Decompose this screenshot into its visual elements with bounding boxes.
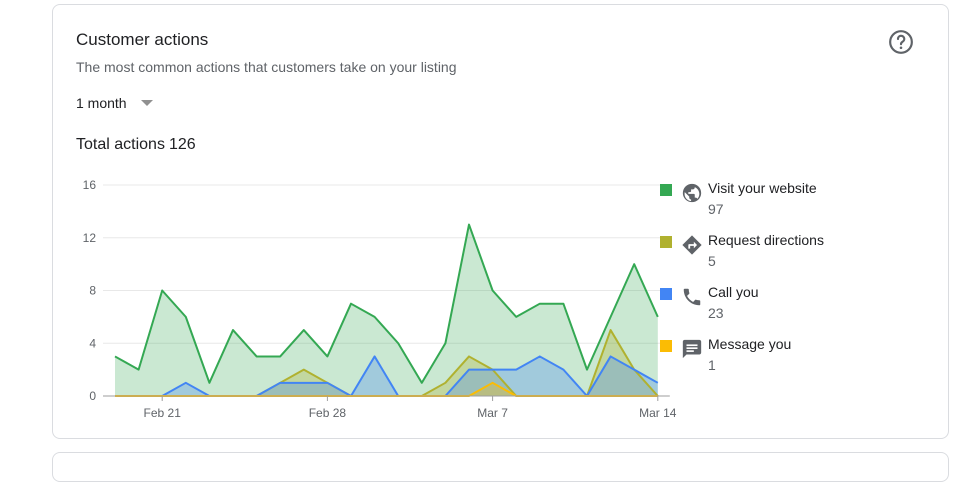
legend-swatch [660, 184, 672, 196]
x-tick-label: Mar 7 [477, 406, 508, 420]
legend-value: 23 [708, 305, 724, 321]
legend-label: Call you [708, 284, 759, 300]
directions-icon [682, 235, 702, 255]
period-label: 1 month [76, 95, 127, 111]
chart-areas [115, 224, 658, 396]
card-subtitle: The most common actions that customers t… [76, 59, 457, 75]
total-actions: Total actions 126 [76, 136, 196, 154]
total-actions-label: Total actions [76, 136, 165, 153]
y-tick-label: 16 [83, 178, 97, 192]
phone-icon [683, 288, 701, 306]
legend-label: Message you [708, 336, 792, 352]
series-area [115, 224, 658, 396]
actions-chart: 0 4 8 12 16 Feb 21 Feb 28 Mar 7 Mar 14 [83, 178, 677, 420]
message-icon [682, 339, 702, 359]
legend-value: 5 [708, 253, 716, 269]
card-content: Customer actions The most common actions… [52, 4, 949, 439]
y-tick-label: 8 [89, 284, 96, 298]
series-line [114, 223, 659, 384]
y-tick-label: 4 [89, 336, 96, 350]
x-tick-label: Feb 28 [309, 406, 347, 420]
legend-swatch [660, 340, 672, 352]
legend-value: 1 [708, 357, 716, 373]
help-circle-icon[interactable] [888, 29, 914, 55]
y-tick-label: 0 [89, 389, 96, 403]
chart-grid [103, 184, 670, 344]
legend-label: Visit your website [708, 180, 817, 196]
series-area [115, 330, 658, 396]
series-line [115, 355, 659, 397]
x-tick-label: Feb 21 [144, 406, 182, 420]
card-title: Customer actions [76, 30, 209, 49]
legend-value: 97 [708, 201, 724, 217]
period-dropdown[interactable]: 1 month [76, 95, 153, 111]
chart-axes: 0 4 8 12 16 Feb 21 Feb 28 Mar 7 Mar 14 [83, 178, 677, 420]
legend-swatch [660, 288, 672, 300]
x-tick-label: Mar 14 [639, 406, 677, 420]
globe-icon [682, 183, 702, 203]
legend-label: Request directions [708, 232, 824, 248]
customer-actions-card [52, 4, 949, 439]
legend-swatch [660, 236, 672, 248]
chevron-down-icon [140, 100, 153, 106]
total-actions-value: 126 [168, 136, 196, 153]
y-tick-label: 12 [83, 231, 97, 245]
